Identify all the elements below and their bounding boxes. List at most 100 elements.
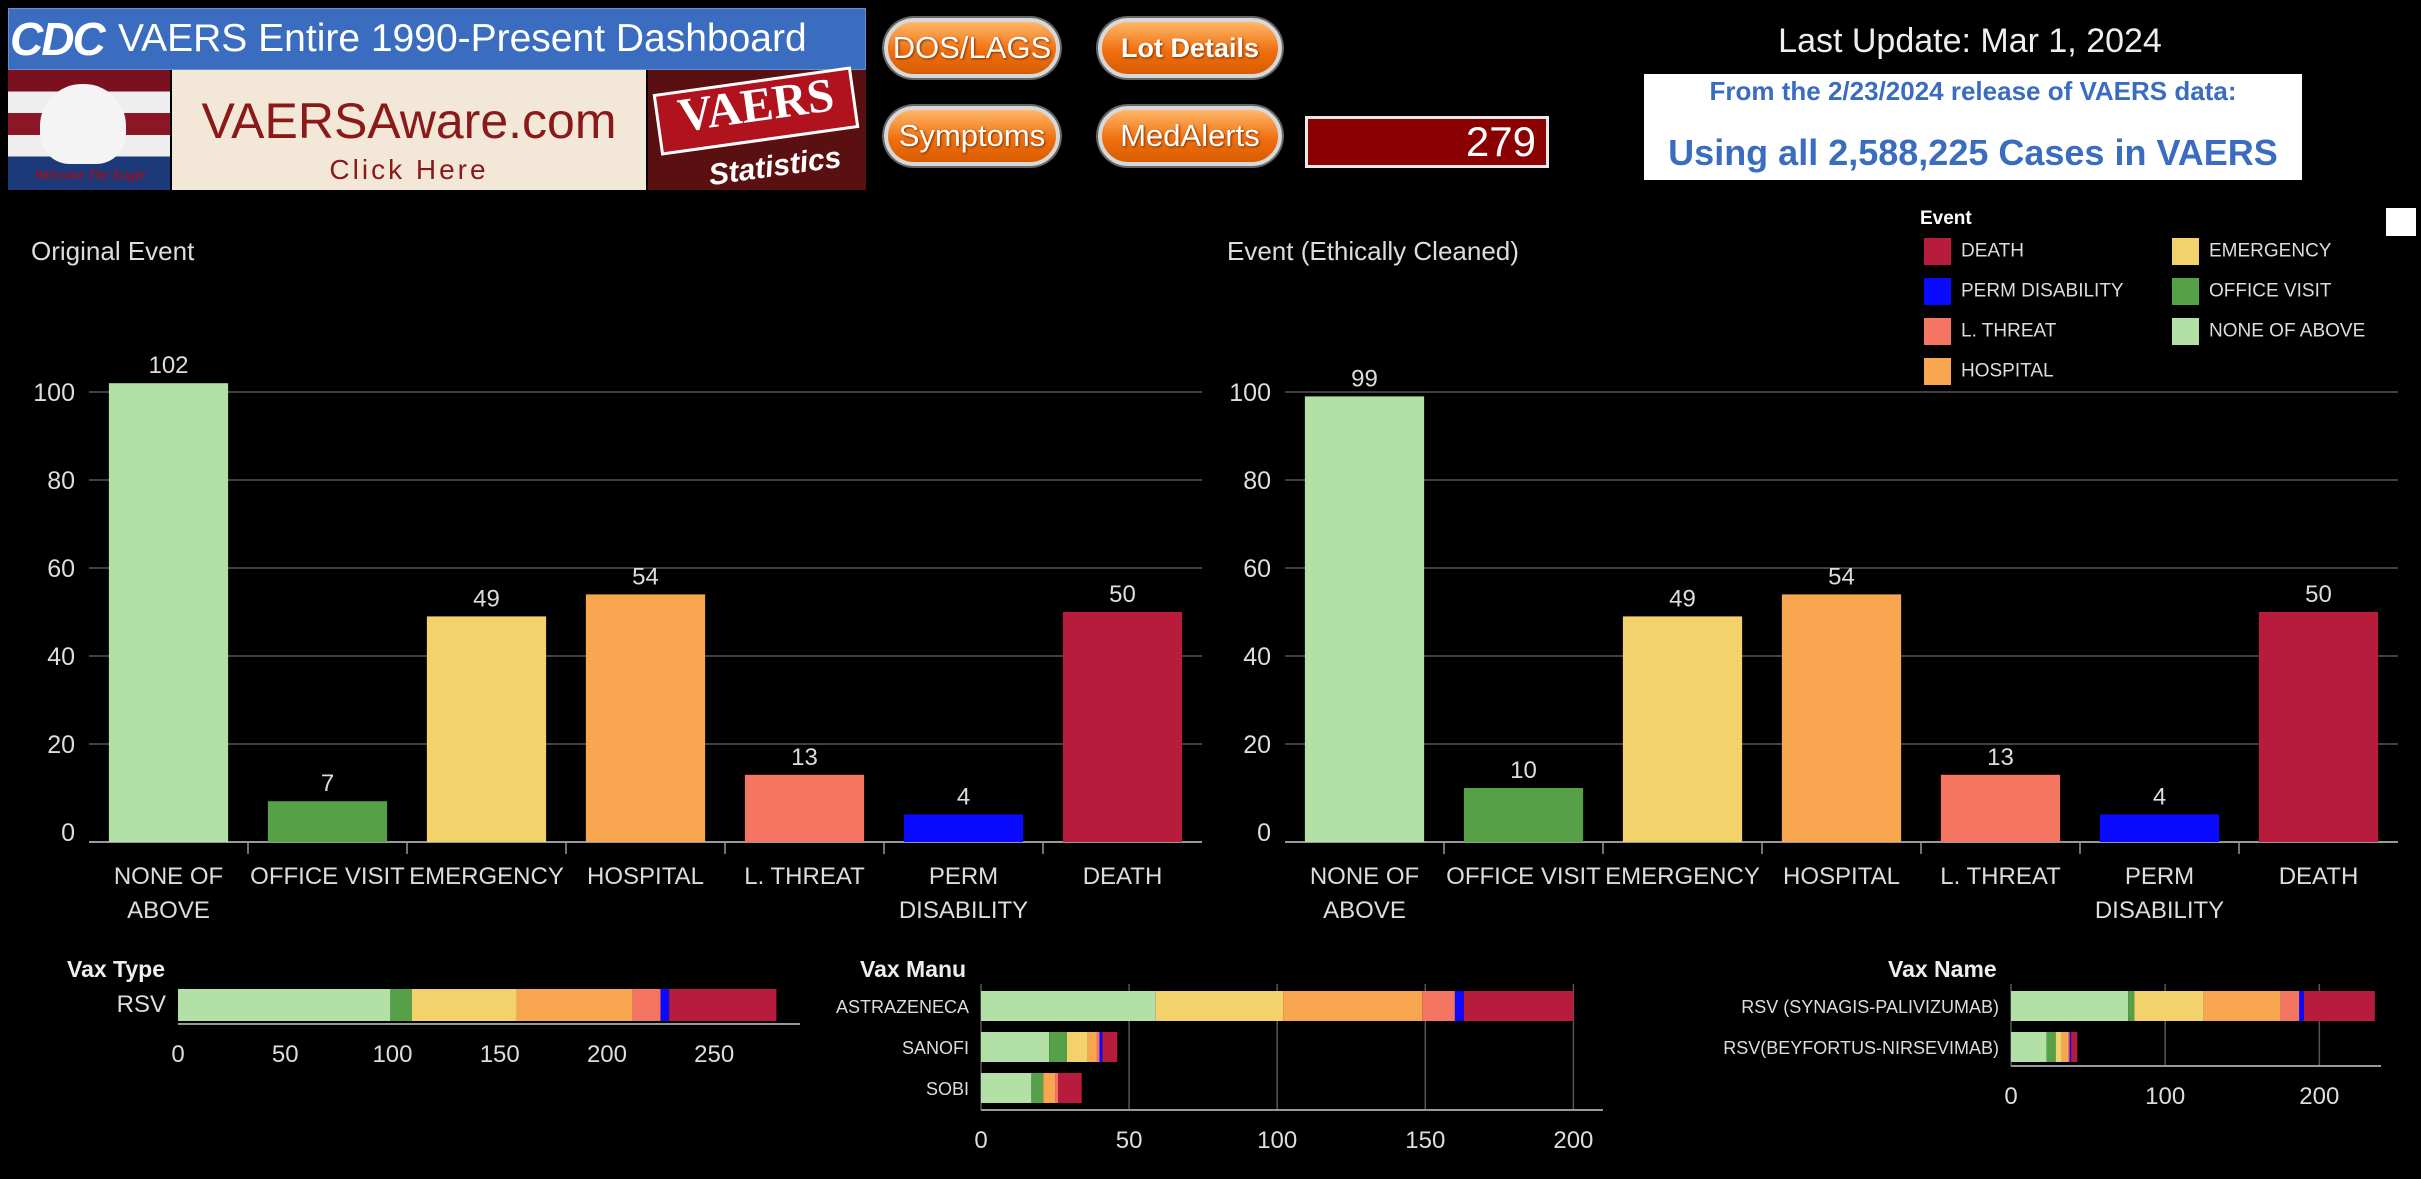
chart-title-vax-type: Vax Type [67,956,166,982]
stack-segment-hospital [1043,1073,1056,1103]
legend-swatch [1924,278,1951,305]
bar-value-label: 50 [1109,581,1136,608]
x-tick-label: 100 [2145,1083,2185,1110]
stack-segment-none-of-above [981,1073,1032,1103]
stack-segment-death [1058,1073,1082,1103]
bar-value-label: 54 [632,563,659,590]
dos-lags-button[interactable]: DOS/LAGS [884,18,1060,78]
y-tick-label: 40 [47,643,75,671]
x-tick-label: 0 [974,1127,987,1154]
y-tick-label: 20 [1243,731,1271,759]
stack-segment-office-visit [1049,1032,1067,1062]
stack-segment-emergency [1066,1032,1088,1062]
stack-segment-emergency [411,989,517,1021]
legend-swatch [2172,238,2199,265]
x-tick-label: ABOVE [1323,897,1406,924]
x-tick-label: 50 [272,1041,299,1068]
x-tick-label: OFFICE VISIT [250,863,405,890]
legend-label: OFFICE VISIT [2209,280,2332,302]
stack-segment-none-of-above [178,989,391,1021]
vaers-aware-title: VAERSAware.com [201,93,617,149]
stack-segment-l-threat [2068,1032,2070,1062]
bar-emergency [1622,616,1743,842]
x-tick-label: DEATH [2279,863,2359,890]
dashboard-title: VAERS Entire 1990-Present Dashboard [118,17,807,60]
legend-item-office-visit[interactable]: OFFICE VISIT [2172,278,2331,305]
y-tick-label: 100 [33,379,75,407]
bar-hospital [585,594,706,842]
legend-swatch [2172,278,2199,305]
stack-segment-l-threat [1096,1032,1100,1062]
bar-l-threat [1940,774,2061,842]
legend-label: DEATH [1961,240,2024,262]
stack-segment-hospital [1283,991,1423,1021]
bar-none-of-above [108,383,229,842]
bar-perm-disability [2099,814,2220,842]
x-tick-label: 50 [1116,1127,1143,1154]
legend-label: EMERGENCY [2209,240,2332,262]
x-tick-label: 100 [372,1041,412,1068]
legend-item-none-of-above[interactable]: NONE OF ABOVE [2172,318,2365,345]
stack-segment-death [2303,991,2375,1021]
y-tick-label: 80 [1243,467,1271,495]
bar-value-label: 10 [1510,757,1537,784]
bar-value-label: 50 [2305,581,2332,608]
stack-segment-hospital [1087,1032,1097,1062]
bar-death [1062,612,1183,842]
medalerts-button[interactable]: MedAlerts [1098,106,1282,166]
y-tick-label: 0 [1257,819,1271,847]
case-count-badge: 279 [1305,116,1549,168]
x-tick-label: EMERGENCY [1605,863,1760,890]
legend-item-emergency[interactable]: EMERGENCY [2172,238,2331,265]
legend-swatch [1924,358,1951,385]
bar-value-label: 13 [1987,744,2014,771]
vaers-aware-link[interactable] [172,70,646,190]
legend-item-death[interactable]: DEATH [1924,238,2024,265]
stack-segment-perm-disability [1099,1032,1103,1062]
x-tick-label: PERM [2125,863,2194,890]
x-tick-label: OFFICE VISIT [1446,863,1601,890]
stack-segment-death [669,989,777,1021]
legend-label: L. THREAT [1961,320,2057,342]
stack-segment-hospital [2203,991,2281,1021]
bar-value-label: 49 [1669,585,1696,612]
legend-swatch [1924,238,1951,265]
x-tick-label: 200 [2299,1083,2339,1110]
x-tick-label: 200 [1553,1127,1593,1154]
stack-segment-perm-disability [2069,1032,2072,1062]
stack-segment-l-threat [1055,1073,1059,1103]
legend-item-perm-disability[interactable]: PERM DISABILITY [1924,278,2124,305]
bar-value-label: 13 [791,744,818,771]
stack-segment-none-of-above [981,1032,1050,1062]
bar-value-label: 99 [1351,365,1378,392]
x-tick-label: 100 [1257,1127,1297,1154]
lot-details-button[interactable]: Lot Details [1098,18,1282,78]
stack-segment-hospital [516,989,633,1021]
legend-label: NONE OF ABOVE [2209,320,2366,342]
x-tick-label: NONE OF [114,863,223,890]
stack-segment-death [1463,991,1574,1021]
y-tick-label: 100 [1229,379,1271,407]
legend-label: HOSPITAL [1961,360,2054,382]
x-tick-label: 0 [171,1041,184,1068]
bar-perm-disability [903,814,1024,842]
legend-item-l-threat[interactable]: L. THREAT [1924,318,2056,345]
chart-title-original: Original Event [31,236,195,266]
y-tick-label: 60 [1243,555,1271,583]
chart-title-vax-name: Vax Name [1888,956,1997,982]
eagle-caption: Welcome The Eagle [34,168,146,183]
x-tick-label: 0 [2004,1083,2017,1110]
bar-value-label: 49 [473,585,500,612]
y-tick-label: 0 [61,819,75,847]
bar-value-label: 54 [1828,563,1855,590]
x-tick-label: 150 [480,1041,520,1068]
cdc-logo: CDC [10,13,106,65]
legend-item-hospital[interactable]: HOSPITAL [1924,358,2054,385]
y-tick-label: 40 [1243,643,1271,671]
bar-l-threat [744,774,865,842]
stack-segment-hospital [2061,1032,2069,1062]
y-category-label: ASTRAZENECA [836,997,969,1017]
fullscreen-toggle[interactable] [2386,208,2416,236]
x-tick-label: L. THREAT [1940,863,2061,890]
symptoms-button[interactable]: Symptoms [884,106,1060,166]
